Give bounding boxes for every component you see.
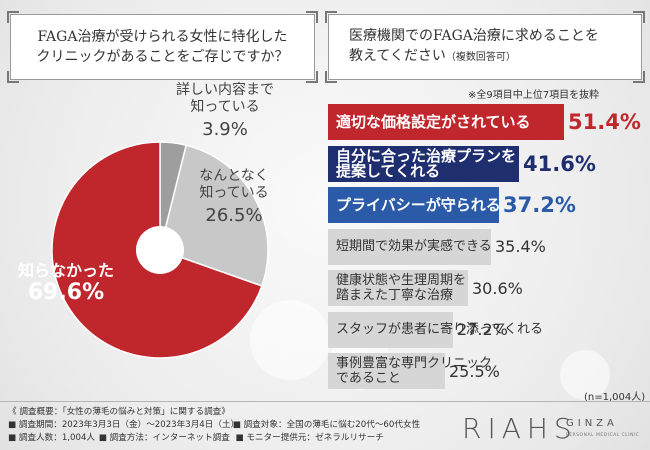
pie-slice — [159, 144, 269, 287]
left-question-text: FAGA治療が受けられる女性に特化した クリニックがあることをご存じですか？ — [36, 29, 289, 65]
bar-row: 自分に合った治療プランを 提案してくれる 41.6% — [328, 145, 646, 182]
bar — [328, 270, 468, 306]
pie-label: 知らなかった 69.6% — [6, 262, 126, 305]
bar-row: プライバシーが守られる 37.2% — [328, 187, 646, 223]
bar — [328, 104, 564, 140]
bar-label: 事例豊富な専門クリニック であること — [336, 356, 493, 386]
bar-row: 短期間で効果が実感できる 35.4% — [328, 228, 646, 265]
right-question-text: 医療機関でのFAGA治療に求めることを 教えてください（複数回答可） — [329, 26, 641, 68]
pie-label: なんとなく 知っている 26.5% — [174, 168, 294, 228]
pie-label: 詳しい内容まで 知っている 3.9% — [150, 82, 300, 142]
bar — [328, 353, 445, 389]
bar-label: プライバシーが守られる — [336, 195, 501, 214]
bar-label: 健康状態や生理周期を 踏まえた丁寧な治療 — [336, 273, 467, 303]
bar-row: スタッフが患者に寄り添ってくれる 27.2% — [328, 311, 646, 348]
bar-label: 短期間で効果が実感できる — [336, 239, 492, 254]
bar-row: 健康状態や生理周期を 踏まえた丁寧な治療 30.6% — [328, 270, 646, 306]
bar-label: 自分に合った治療プランを 提案してくれる — [336, 146, 517, 180]
pie-label-text: 詳しい内容まで 知っている — [176, 82, 274, 115]
bar-label: 適切な価格設定がされている — [336, 112, 531, 131]
pie-center-hole — [136, 226, 184, 274]
survey-title: 《 調査概要：「女性の薄毛の悩みと対策」に関する調査》 — [8, 407, 230, 417]
pie-chart — [51, 141, 269, 359]
bar-value-label: 25.5% — [449, 361, 500, 381]
bar-value-label: 51.4% — [568, 110, 641, 134]
right-question-box: 医療機関でのFAGA治療に求めることを 教えてください（複数回答可） — [325, 11, 645, 83]
pie-label-text: 知らなかった — [17, 261, 114, 280]
survey-summary: 《 調査概要：「女性の薄毛の悩みと対策」に関する調査》 ■ 調査期間：2023年… — [8, 406, 420, 445]
bar-row: 事例豊富な専門クリニック であること 25.5% — [328, 353, 646, 389]
bokeh-decoration — [560, 350, 610, 400]
survey-respondents: ■ 調査人数：1,004人 — [8, 433, 96, 443]
right-question-note: （複数回答可） — [445, 52, 516, 63]
pie-value-label: 3.9% — [202, 119, 248, 140]
pie-value-label: 26.5% — [205, 205, 263, 226]
logo-ginza-text: GINZA — [566, 418, 618, 429]
bar-value-label: 27.2% — [457, 320, 508, 339]
bokeh-decoration — [250, 300, 330, 380]
footnote: ※全9項目中上位7項目を抜粋 — [468, 90, 600, 101]
survey-method: ■ 調査方法：インターネット調査 — [98, 433, 230, 443]
bar-value-label: 35.4% — [495, 237, 546, 256]
bar-row: 適切な価格設定がされている 51.4% — [328, 104, 646, 140]
bar — [328, 228, 491, 265]
pie-label-text: なんとなく 知っている — [199, 168, 269, 201]
bar-value-label: 37.2% — [503, 193, 576, 217]
bar — [328, 145, 519, 182]
survey-target: ■ 調査対象：全国の薄毛に悩む20代～60代女性 — [232, 420, 421, 430]
bar-value-label: 41.6% — [523, 151, 596, 176]
logo-sub-text: PERSONAL MEDICAL CLINIC — [566, 433, 640, 438]
pie-value-label: 69.6% — [27, 280, 105, 305]
bar-chart: 適切な価格設定がされている 51.4% 自分に合った治療プランを 提案してくれる 41… — [328, 104, 646, 400]
bar — [328, 187, 499, 223]
divider — [0, 401, 650, 402]
bar — [328, 311, 453, 348]
sample-size: (n=1,004人) — [584, 392, 646, 403]
bar-value-label: 30.6% — [472, 278, 523, 298]
left-question-box: FAGA治療が受けられる女性に特化した クリニックがあることをご存じですか？ — [7, 11, 318, 83]
clinic-logo: RIAHS GINZA PERSONAL MEDICAL CLINIC — [462, 412, 642, 446]
survey-provider: ■ モニター提供元：ゼネラルリサーチ — [235, 433, 384, 443]
survey-period: ■ 調査期間：2023年3月3日（金）～2023年3月4日（土） — [8, 420, 240, 430]
right-question-main: 医療機関でのFAGA治療に求めることを 教えてください — [349, 28, 599, 64]
bar-label: スタッフが患者に寄り添ってくれる — [336, 322, 543, 337]
logo-main-text: RIAHS — [462, 412, 578, 445]
